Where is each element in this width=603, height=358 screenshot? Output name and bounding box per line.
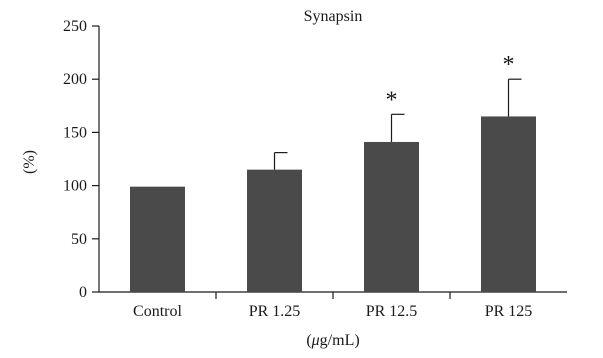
chart-title: Synapsin xyxy=(304,8,363,25)
x-axis-label: (μg/mL) xyxy=(306,332,359,349)
x-tick-label: PR 12.5 xyxy=(366,303,418,320)
y-axis-label: (%) xyxy=(21,150,38,174)
y-tick-label: 150 xyxy=(63,124,87,141)
bar xyxy=(130,186,185,292)
x-axis-label-mu: μ xyxy=(311,332,320,349)
x-axis-label-unit: g/mL) xyxy=(320,332,360,349)
y-tick-label: 250 xyxy=(63,18,87,35)
significance-marker: * xyxy=(386,87,398,113)
x-tick-label: Control xyxy=(133,303,182,320)
bar xyxy=(481,116,536,292)
significance-marker: * xyxy=(503,52,515,78)
bar xyxy=(247,169,302,292)
plot-area: 0 50 100 150 200 250 Control PR 1.25 * PR 12.5 * PR… xyxy=(63,18,567,320)
x-tick-label: PR 125 xyxy=(485,303,533,320)
y-tick-label: 200 xyxy=(63,71,87,88)
y-tick-label: 0 xyxy=(79,284,87,301)
x-tick-label: PR 1.25 xyxy=(249,303,301,320)
bar xyxy=(364,141,419,292)
y-tick-label: 50 xyxy=(71,231,87,248)
x-axis-label-paren-open: ( xyxy=(306,332,311,349)
y-tick-label: 100 xyxy=(63,178,87,195)
